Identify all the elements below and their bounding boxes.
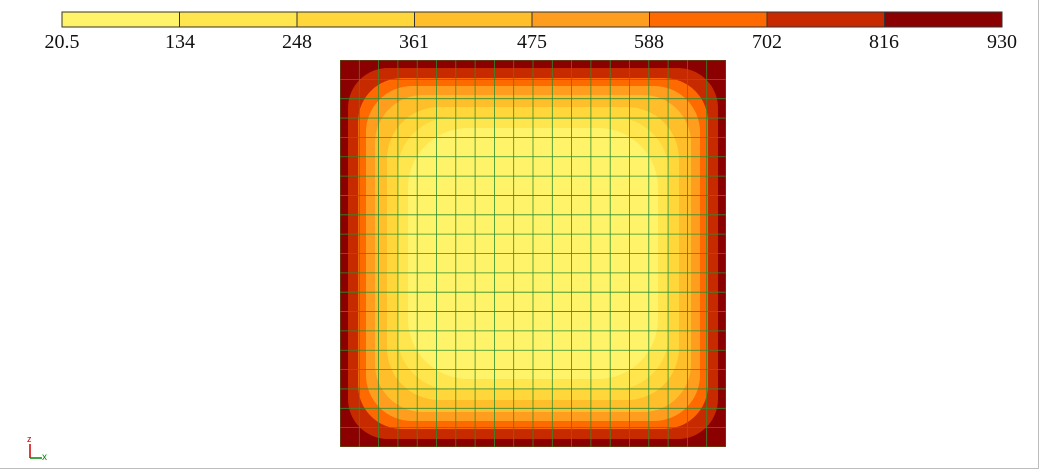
contour-plot <box>340 60 726 447</box>
legend-band-2 <box>296 11 415 28</box>
legend-tick-7: 816 <box>869 31 899 53</box>
legend-tick-4: 475 <box>517 31 547 53</box>
legend-tick-3: 361 <box>399 31 429 53</box>
legend-tick-8: 930 <box>987 31 1017 53</box>
legend-band-0 <box>61 11 180 28</box>
x-axis-label: x <box>42 452 47 463</box>
legend-band-4 <box>531 11 650 28</box>
legend-tick-1: 134 <box>165 31 195 53</box>
legend-tick-5: 588 <box>634 31 664 53</box>
legend-band-5 <box>649 11 768 28</box>
legend-band-3 <box>414 11 533 28</box>
legend-band-6 <box>766 11 885 28</box>
axis-triad: z x <box>27 434 47 463</box>
legend-band-1 <box>179 11 298 28</box>
z-axis-label: z <box>27 434 32 444</box>
color-legend: 20.5 134 248 361 475 588 702 816 930 <box>45 11 1017 53</box>
legend-tick-2: 248 <box>282 31 312 53</box>
legend-band-7 <box>884 11 1003 28</box>
legend-tick-6: 702 <box>752 31 782 53</box>
legend-tick-0: 20.5 <box>45 31 80 53</box>
